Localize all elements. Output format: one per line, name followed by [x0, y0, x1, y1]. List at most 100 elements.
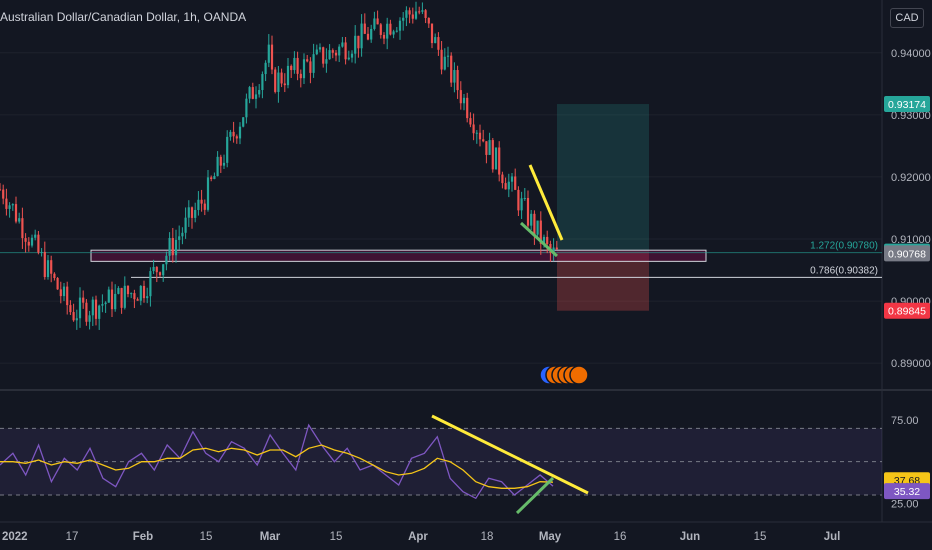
candle-body: [59, 289, 62, 297]
candle-body: [344, 42, 347, 60]
candle-body: [267, 44, 270, 63]
candle-body: [421, 10, 424, 12]
candle-body: [149, 271, 152, 297]
candle-body: [392, 31, 395, 35]
candle-body: [8, 205, 11, 209]
candle-body: [162, 264, 165, 276]
candle-body: [222, 162, 226, 166]
candle-body: [264, 62, 267, 75]
position-profit-zone: [557, 104, 649, 252]
price-label-target: 0.93174: [888, 99, 926, 111]
time-tick-label: Feb: [133, 531, 153, 543]
candle-body: [398, 20, 402, 31]
candle-body: [21, 218, 24, 239]
price-label-level: 0.90768: [888, 248, 926, 260]
candle-body: [293, 57, 296, 71]
candle-body: [376, 18, 379, 25]
candle-body: [88, 315, 91, 322]
candle-body: [302, 59, 306, 79]
candle-body: [226, 136, 229, 163]
rsi-line: [0, 423, 554, 500]
candle-body: [370, 28, 373, 40]
candle-body: [242, 117, 245, 127]
candle-body: [494, 147, 498, 170]
candle-body: [510, 176, 514, 182]
candle-body: [456, 70, 459, 91]
candle-body: [158, 272, 162, 276]
candle-body: [146, 296, 149, 299]
time-tick-label: Mar: [260, 531, 281, 543]
price-tick-label: 0.89000: [891, 358, 931, 370]
candle-body: [203, 203, 206, 210]
rsi-value-badge: [884, 483, 930, 500]
price-label-badge: [884, 302, 930, 319]
candle-body: [478, 132, 482, 140]
price-tick-label: 0.91000: [891, 234, 931, 246]
candle-body: [5, 198, 8, 209]
candle-body: [539, 220, 542, 244]
candle-body: [216, 156, 219, 177]
candle-body: [62, 286, 66, 297]
rsi-value-label: 35.32: [894, 486, 920, 498]
candle-body: [418, 11, 421, 13]
candle-body: [360, 23, 363, 49]
candle-body: [75, 318, 78, 321]
candle-body: [200, 199, 203, 204]
candle-body: [526, 197, 530, 226]
candle-body: [414, 11, 418, 19]
candle-body: [43, 251, 46, 278]
candle-body: [322, 47, 325, 64]
candle-body: [165, 255, 168, 265]
candle-body: [482, 139, 485, 142]
currency-button[interactable]: CAD: [890, 8, 924, 28]
time-tick-label: 18: [481, 531, 494, 543]
candle-body: [411, 14, 414, 19]
candle-body: [82, 297, 85, 303]
candle-body: [50, 260, 53, 274]
candle-body: [197, 199, 200, 210]
candle-body: [334, 52, 338, 56]
candle-body: [72, 312, 75, 321]
candle-body: [11, 204, 14, 206]
candle-body: [14, 204, 18, 222]
candle-body: [424, 10, 427, 18]
candle-body: [274, 69, 277, 92]
candle-body: [350, 53, 354, 58]
candle-body: [440, 49, 443, 70]
candle-body: [78, 297, 82, 319]
candle-body: [133, 293, 136, 300]
candle-body: [427, 17, 430, 24]
candle-body: [130, 293, 133, 295]
rsi-ma-line: [0, 444, 554, 489]
candle-body: [123, 285, 126, 308]
time-tick-label: 16: [614, 531, 627, 543]
candle-body: [280, 72, 283, 84]
candle-body: [270, 44, 274, 70]
candle-body: [238, 126, 242, 139]
candle-body: [315, 49, 318, 55]
candle-body: [126, 285, 130, 295]
candle-body: [34, 234, 37, 238]
candle-body: [213, 176, 216, 180]
candle-body: [261, 74, 264, 91]
candle-body: [0, 189, 2, 191]
candle-body: [56, 278, 59, 290]
time-tick-label: 15: [754, 531, 767, 543]
candle-body: [312, 54, 315, 73]
candle-body: [309, 61, 312, 73]
candle-body: [136, 299, 139, 301]
price-label-badge: [884, 245, 930, 262]
candle-body: [533, 213, 536, 235]
price-tick-label: 0.93000: [891, 110, 931, 122]
rsi-tick-label: 25.00: [891, 498, 919, 510]
candle-body: [507, 181, 510, 190]
candle-body: [120, 288, 123, 308]
candle-body: [210, 177, 213, 180]
candle-body: [30, 237, 34, 246]
candle-body: [462, 97, 466, 104]
candle-body: [110, 289, 114, 310]
candle-body: [229, 131, 232, 137]
candle-body: [187, 207, 190, 218]
